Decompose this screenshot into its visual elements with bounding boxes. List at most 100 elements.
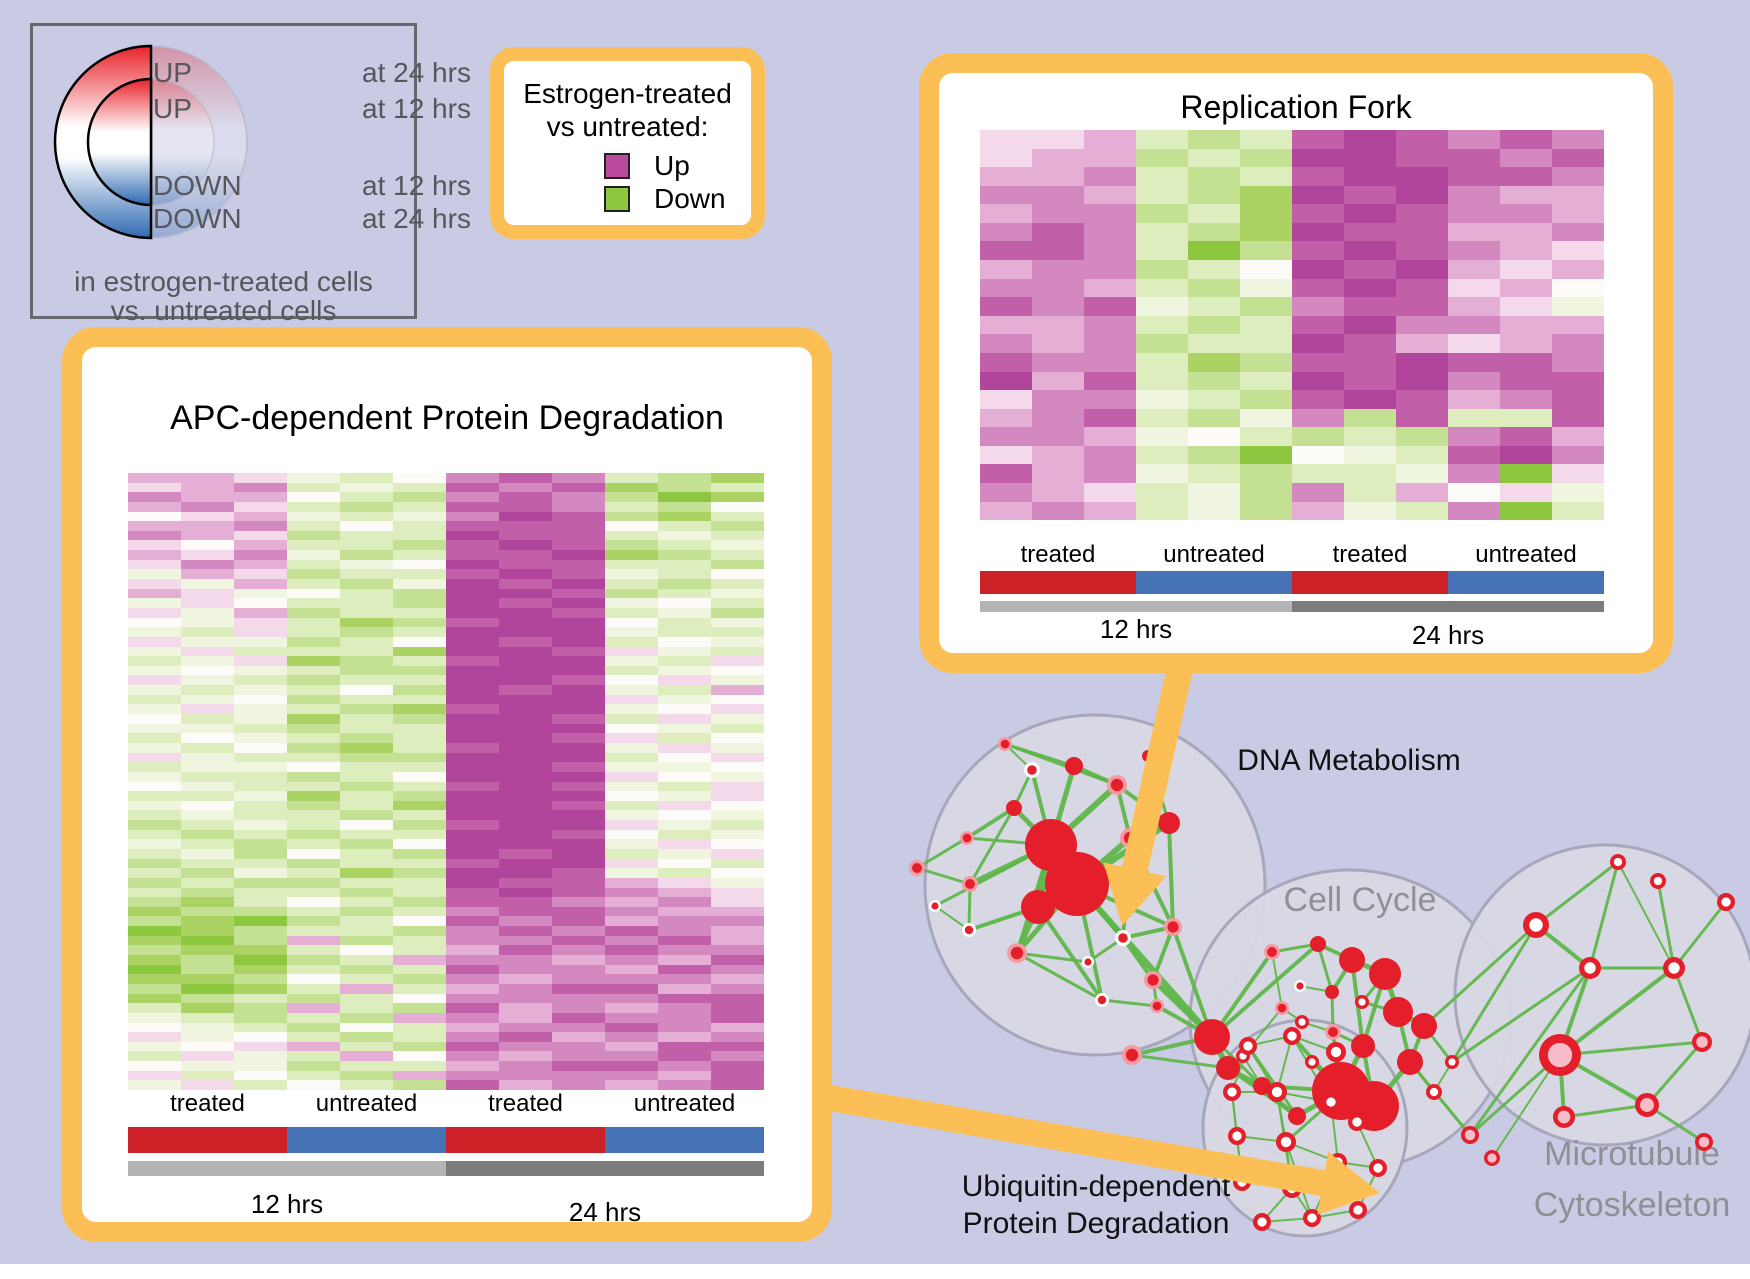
rf-treatment-bars [980, 571, 1604, 594]
heatmap-cell [1032, 501, 1084, 521]
heatmap-cell [711, 1061, 764, 1071]
heatmap-cell [128, 752, 181, 763]
heatmap-cell [128, 694, 181, 705]
group-label: untreated [633, 1090, 736, 1117]
heatmap-cell [181, 829, 234, 840]
heatmap-cell [393, 627, 446, 637]
heatmap-cell [1240, 222, 1292, 242]
heatmap-cell [1396, 315, 1448, 335]
heatmap-cell [287, 598, 340, 608]
heatmap-cell [393, 983, 446, 994]
network-node [1296, 982, 1304, 990]
heatmap-cell [1552, 352, 1604, 372]
heatmap-cell [499, 887, 552, 898]
heatmap-cell [499, 627, 552, 637]
heatmap-cell [287, 781, 340, 792]
heatmap-cell [340, 1051, 393, 1062]
heatmap-cell [287, 1051, 340, 1062]
heatmap-cell [393, 1041, 446, 1052]
heatmap-cell [605, 492, 658, 502]
heatmap-cell [1188, 445, 1240, 465]
heatmap-cell [287, 530, 340, 541]
heatmap-cell [234, 945, 287, 956]
heatmap-cell [393, 588, 446, 599]
heatmap-cell [393, 868, 446, 878]
heatmap-cell [446, 820, 499, 830]
heatmap-cell [552, 694, 605, 705]
heatmap-cell [980, 334, 1032, 353]
heatmap-cell [658, 1003, 711, 1013]
heatmap-row [128, 810, 764, 821]
network-node [1339, 947, 1365, 973]
heatmap-cell [711, 714, 764, 724]
heatmap-cell [181, 1003, 234, 1013]
heatmap-cell [128, 926, 181, 936]
heatmap-cell [393, 829, 446, 840]
heatmap-cell [1084, 130, 1136, 149]
heatmap-cell [1084, 241, 1136, 261]
heatmap-cell [128, 733, 181, 743]
heatmap-cell [711, 473, 764, 483]
heatmap-cell [658, 762, 711, 772]
network-node [1271, 1086, 1283, 1098]
heatmap-cell [181, 897, 234, 907]
heatmap-cell [1136, 408, 1188, 428]
heatmap-cell [1032, 334, 1084, 353]
heatmap-cell [446, 733, 499, 743]
heatmap-cell [1396, 260, 1448, 279]
heatmap-cell [1396, 445, 1448, 465]
heatmap-cell [1240, 464, 1292, 483]
heatmap-cell [234, 733, 287, 743]
12hrs-bar [980, 601, 1292, 612]
network-node [1529, 918, 1543, 932]
heatmap-cell [1344, 204, 1396, 223]
heatmap-cell [711, 993, 764, 1004]
heatmap-cell [499, 511, 552, 522]
heatmap-cell [340, 742, 393, 753]
rf-time-bars [980, 601, 1604, 612]
heatmap-cell [1136, 464, 1188, 483]
down-swatch [604, 185, 630, 212]
heatmap-cell [1032, 315, 1084, 335]
heatmap-cell [128, 1080, 181, 1090]
heatmap-cell [1344, 445, 1396, 465]
heatmap-cell [552, 540, 605, 551]
heatmap-cell [234, 935, 287, 946]
heatmap-cell [128, 473, 181, 483]
network-edge [1450, 923, 1538, 1064]
bottom-white-margin [0, 1264, 1750, 1279]
heatmap-cell [499, 569, 552, 580]
cluster-label: DNA Metabolism [1237, 744, 1460, 777]
heatmap-cell [1448, 260, 1500, 279]
heatmap-cell [1292, 148, 1344, 168]
heatmap-cell [393, 752, 446, 763]
heatmap-cell [1500, 408, 1552, 428]
heatmap-cell [446, 1070, 499, 1081]
heatmap-cell [552, 858, 605, 869]
network-edge [1167, 821, 1175, 929]
heatmap-cell [658, 964, 711, 975]
heatmap-cell [552, 820, 605, 830]
heatmap-cell [711, 550, 764, 560]
heatmap-cell [1084, 148, 1136, 168]
network-node [1267, 947, 1277, 957]
heatmap-cell [552, 955, 605, 965]
heatmap-cell [605, 848, 658, 859]
heatmap-cell [181, 1041, 234, 1052]
network-node [1328, 1027, 1338, 1037]
heatmap-cell [287, 733, 340, 743]
heatmap-cell [1032, 167, 1084, 186]
network-edge [1151, 925, 1175, 982]
treated-bar [980, 571, 1136, 594]
heatmap-cell [446, 848, 499, 859]
heatmap-cell [1240, 260, 1292, 279]
heatmap-cell [340, 569, 393, 580]
heatmap-row [128, 955, 764, 965]
heatmap-row [128, 559, 764, 570]
heatmap-cell [1292, 501, 1344, 521]
heatmap-cell [287, 820, 340, 830]
heatmap-cell [1448, 167, 1500, 186]
heatmap-row [980, 167, 1604, 186]
heatmap-cell [711, 1070, 764, 1081]
heatmap-cell [658, 704, 711, 715]
